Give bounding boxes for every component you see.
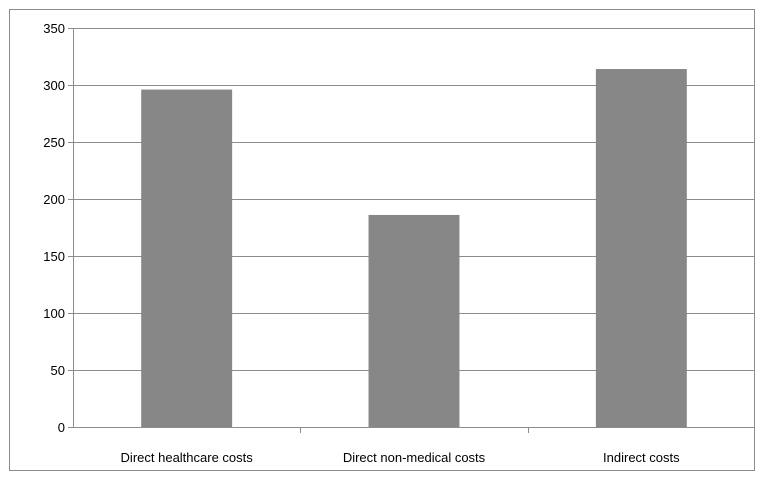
y-tick-label: 0	[58, 420, 65, 435]
y-tick-label: 150	[43, 249, 65, 264]
y-tick-label: 250	[43, 135, 65, 150]
y-tick-label: 350	[43, 21, 65, 36]
y-tick-label: 100	[43, 306, 65, 321]
bars	[141, 69, 687, 427]
y-tick-label: 200	[43, 192, 65, 207]
y-tick-label: 300	[43, 78, 65, 93]
x-category-label: Direct healthcare costs	[121, 450, 254, 465]
x-category-label: Indirect costs	[603, 450, 680, 465]
category-labels: Direct healthcare costs Direct non-medica…	[121, 450, 681, 465]
x-category-label: Direct non-medical costs	[343, 450, 486, 465]
bar-3	[595, 69, 687, 427]
y-tick-label: 50	[51, 363, 65, 378]
axes	[68, 28, 755, 433]
bar-2	[368, 214, 460, 427]
y-tick-labels: 0 50 100 150 200 250 300 350	[43, 21, 65, 435]
bar-1	[141, 89, 233, 427]
